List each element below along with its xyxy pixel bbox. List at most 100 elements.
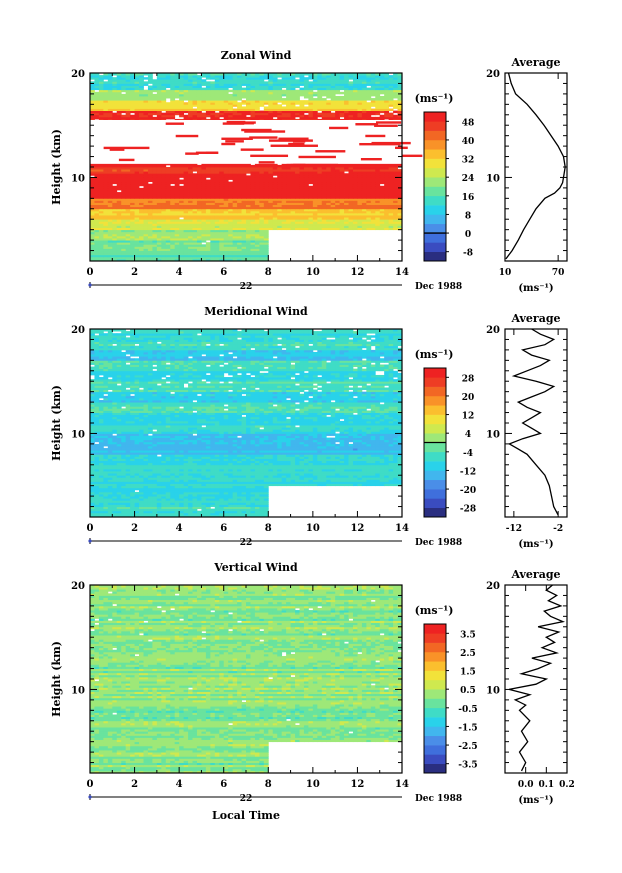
heatmap-cell	[161, 212, 167, 216]
heatmap-cell	[330, 223, 336, 226]
heatmap-cell	[139, 240, 144, 243]
heatmap-cell	[121, 238, 127, 241]
heatmap-cell	[254, 210, 260, 214]
heatmap-cell	[90, 256, 95, 260]
heatmap-cell	[250, 235, 256, 239]
heatmap-cell	[214, 194, 220, 197]
heatmap-cell	[147, 206, 153, 210]
heatmap-cell	[103, 194, 109, 197]
heatmap-cell	[228, 200, 234, 203]
heatmap-cell	[219, 215, 225, 218]
heatmap-cell	[250, 244, 256, 247]
heatmap-cell	[183, 219, 189, 222]
heatmap-cell	[188, 208, 193, 212]
heatmap-cell	[214, 198, 220, 201]
heatmap-cell	[174, 204, 180, 208]
heatmap-cell	[326, 208, 332, 212]
heatmap-cell	[228, 233, 234, 237]
heatmap-cell	[174, 258, 180, 262]
heatmap-cell	[281, 106, 287, 109]
heatmap-cell	[330, 185, 336, 189]
heatmap-cell	[188, 240, 193, 243]
heatmap-cell	[201, 194, 207, 197]
heatmap-cell	[384, 183, 390, 187]
heatmap-cell	[156, 217, 162, 220]
heatmap-cell	[152, 244, 158, 247]
heatmap-cell	[250, 221, 256, 224]
heatmap-cell	[277, 204, 283, 208]
heatmap-cell	[263, 250, 269, 254]
heatmap-cell	[228, 202, 234, 205]
heatmap-cell	[232, 210, 238, 214]
heatmap-cell	[339, 187, 345, 191]
heatmap-cell	[308, 185, 314, 189]
heatmap-cell	[103, 192, 109, 195]
heatmap-cell	[214, 231, 220, 235]
heatmap-cell	[339, 204, 345, 208]
heatmap-cell	[143, 233, 149, 237]
heatmap-cell	[379, 221, 385, 224]
heatmap-cell	[116, 198, 122, 201]
heatmap-cell	[232, 189, 238, 193]
heatmap-cell	[223, 258, 229, 262]
heatmap-cell	[165, 189, 171, 193]
heatmap-cell	[232, 238, 238, 241]
heatmap-cell	[393, 215, 398, 218]
heatmap-cell	[103, 202, 109, 205]
heatmap-cell	[134, 250, 140, 254]
heatmap-cell	[312, 204, 318, 208]
heatmap-cell	[254, 235, 260, 239]
heatmap-cell	[250, 219, 256, 222]
heatmap-cell	[214, 244, 220, 247]
heatmap-cell	[219, 217, 225, 220]
heatmap-cell	[290, 183, 296, 187]
heatmap-cell	[183, 217, 189, 220]
heatmap-cell	[263, 198, 269, 201]
heatmap-cell	[112, 248, 118, 251]
heatmap-cell	[196, 227, 202, 231]
heatmap-cell	[348, 198, 354, 201]
heatmap-cell	[361, 221, 367, 224]
heatmap-cell	[375, 223, 381, 226]
heatmap-cell	[210, 210, 216, 214]
heatmap-cell	[223, 194, 229, 197]
heatmap-cell	[246, 231, 251, 235]
heatmap-cell	[246, 254, 251, 258]
heatmap-cell	[156, 196, 162, 199]
heatmap-cell	[393, 202, 398, 205]
heatmap-cell	[125, 217, 131, 220]
heatmap-cell	[366, 215, 372, 218]
heatmap-cell	[139, 244, 144, 247]
heatmap-cell	[174, 215, 180, 218]
heatmap-cell	[170, 240, 176, 243]
heatmap-cell	[196, 229, 202, 233]
heatmap-cell	[112, 185, 118, 189]
heatmap-cell	[188, 185, 193, 189]
heatmap-cell	[223, 217, 229, 220]
heatmap-cell	[237, 210, 242, 214]
heatmap-cell	[232, 244, 238, 247]
heatmap-cell	[339, 189, 345, 193]
heatmap-cell	[272, 225, 278, 228]
heatmap-cell	[317, 183, 323, 187]
heatmap-cell	[94, 212, 100, 216]
heatmap-cell	[366, 217, 372, 220]
heatmap-cell	[103, 223, 109, 226]
heatmap-cell	[90, 192, 95, 195]
heatmap-cell	[94, 240, 100, 243]
heatmap-cell	[348, 223, 354, 226]
heatmap-cell	[250, 208, 256, 212]
heatmap-cell	[130, 189, 135, 193]
heatmap-cell	[219, 183, 225, 187]
heatmap-cell	[352, 227, 358, 231]
heatmap-cell	[393, 187, 398, 191]
heatmap-cell	[330, 204, 336, 208]
heatmap-cell	[259, 246, 265, 249]
heatmap-cell	[250, 225, 256, 228]
heatmap-cell	[205, 208, 211, 212]
heatmap-cell	[299, 227, 305, 231]
heatmap-cell	[286, 202, 291, 205]
heatmap-cell	[339, 198, 345, 201]
heatmap-cell	[103, 238, 109, 241]
heatmap-cell	[295, 202, 300, 205]
